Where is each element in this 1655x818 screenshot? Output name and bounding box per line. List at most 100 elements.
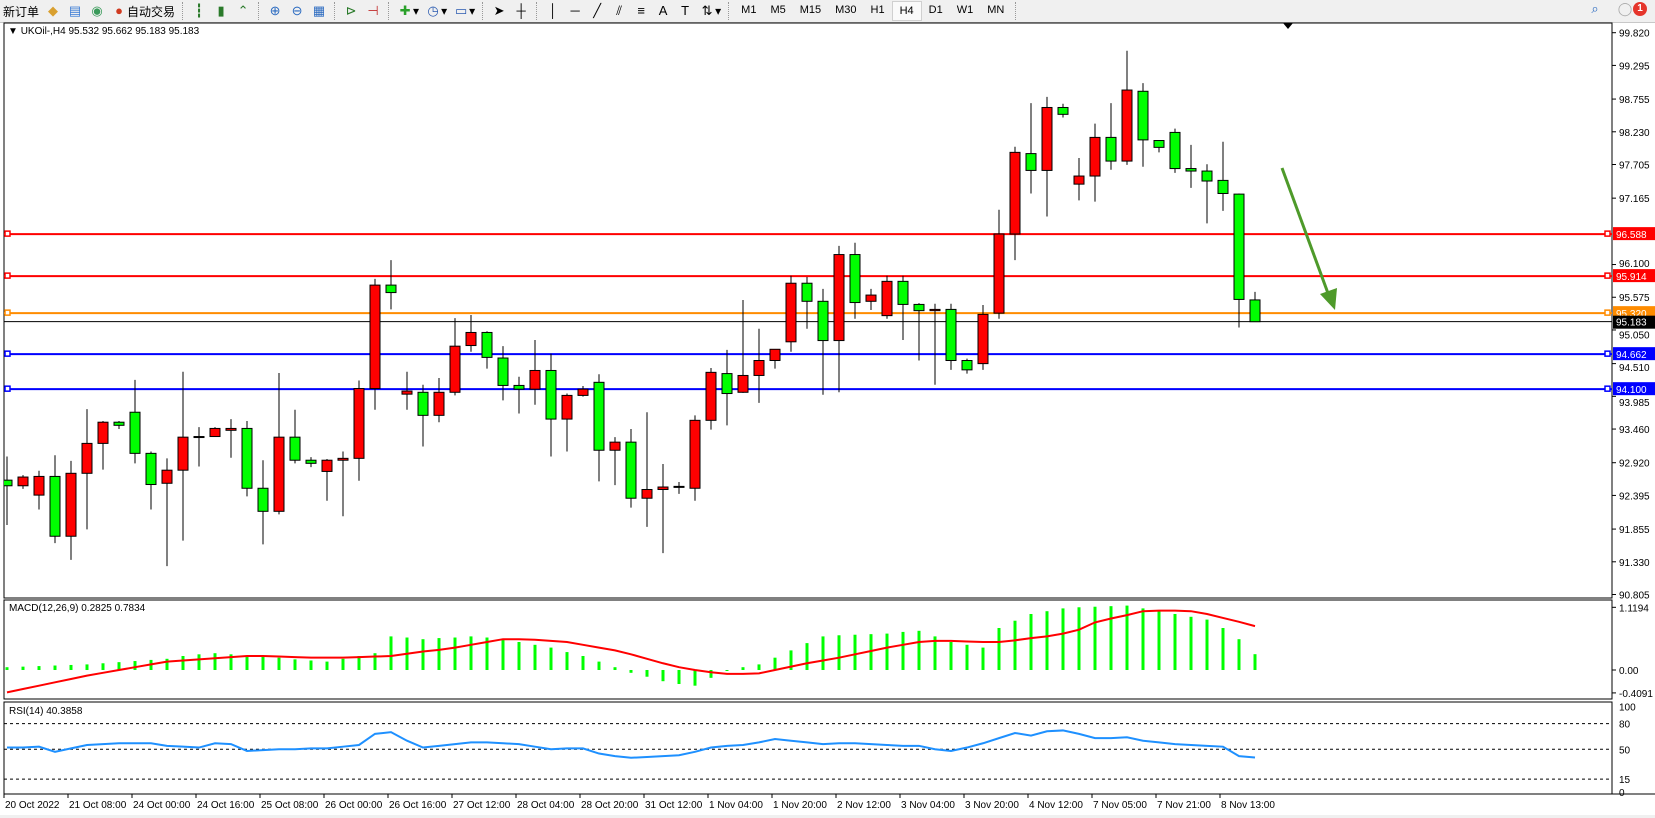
price-line-label: 94.662 bbox=[1616, 350, 1647, 361]
macd-histogram-bar bbox=[789, 650, 793, 670]
candle-body bbox=[241, 427, 253, 489]
auto-trading-button[interactable]: ● 自动交易 bbox=[108, 1, 178, 21]
candle-body bbox=[945, 308, 957, 362]
trendline-icon: ╱ bbox=[593, 3, 602, 18]
zoom-in-button[interactable]: ⊕ bbox=[264, 1, 286, 21]
chart-shift-button[interactable]: ⊳ bbox=[340, 1, 362, 21]
bid-price-label: 95.183 bbox=[1616, 318, 1647, 329]
timeframe-w1[interactable]: W1 bbox=[956, 4, 974, 16]
tile-windows-button[interactable]: ▦ bbox=[308, 1, 330, 21]
macd-histogram-bar bbox=[1125, 605, 1129, 670]
macd-histogram-bar bbox=[1221, 628, 1225, 670]
chat-bubble-icon: ◯ bbox=[1617, 1, 1633, 16]
indicators-button[interactable]: ✚ ▾ bbox=[394, 1, 422, 21]
zoom-out-button[interactable]: ⊖ bbox=[286, 1, 308, 21]
timeframe-m5[interactable]: M5 bbox=[770, 4, 786, 16]
fibonacci-button[interactable]: ≡ bbox=[630, 1, 652, 21]
macd-histogram-bar bbox=[53, 665, 57, 670]
candle-body bbox=[625, 441, 637, 499]
line-handle-right bbox=[1604, 309, 1611, 316]
candle-body bbox=[785, 282, 797, 343]
macd-histogram-bar bbox=[37, 666, 41, 670]
macd-histogram-bar bbox=[725, 670, 729, 671]
price-pane-frame bbox=[3, 22, 1613, 599]
time-label: 28 Oct 20:00 bbox=[581, 800, 639, 811]
crosshair-icon: ┼ bbox=[516, 3, 526, 18]
macd-histogram-bar bbox=[629, 670, 633, 673]
macd-histogram-bar bbox=[21, 666, 25, 670]
timeframe-h4[interactable]: H4 bbox=[891, 1, 922, 21]
candle-body bbox=[545, 369, 557, 420]
macd-histogram-bar bbox=[229, 654, 233, 670]
templates-icon: ▭ bbox=[454, 3, 468, 18]
toolbar-separator bbox=[482, 2, 484, 20]
candlestick-button[interactable]: ▮ bbox=[210, 1, 232, 21]
macd-histogram-bar bbox=[293, 659, 297, 670]
timeframe-m30[interactable]: M30 bbox=[835, 4, 857, 16]
macd-histogram-bar bbox=[69, 664, 73, 670]
macd-histogram-bar bbox=[197, 654, 201, 670]
candle-body bbox=[337, 457, 349, 461]
timeframe-mn[interactable]: MN bbox=[987, 4, 1005, 16]
collapse-triangle-icon[interactable]: ▼ bbox=[8, 26, 18, 37]
notifications-button[interactable]: ◯ 1 bbox=[1617, 1, 1647, 17]
arrows-icon: ⇅ bbox=[701, 3, 713, 18]
macd-histogram-bar bbox=[757, 664, 761, 670]
timeframe-m1[interactable]: M1 bbox=[741, 4, 757, 16]
autoscroll-button[interactable]: ⊣ bbox=[362, 1, 384, 21]
chart-ohlc: 95.532 95.662 95.183 95.183 bbox=[68, 26, 200, 37]
candle-body bbox=[177, 436, 189, 471]
time-label: 1 Nov 04:00 bbox=[709, 800, 763, 811]
trendline-button[interactable]: ╱ bbox=[586, 1, 608, 21]
cursor-button[interactable]: ➤ bbox=[488, 1, 510, 21]
search-icon[interactable]: ⌕ bbox=[1591, 1, 1599, 16]
templates-button[interactable]: ▭ ▾ bbox=[450, 1, 478, 21]
timeframe-h1[interactable]: H1 bbox=[870, 4, 885, 16]
macd-axis-label: 1.1194 bbox=[1619, 603, 1649, 614]
macd-histogram-bar bbox=[261, 656, 265, 670]
text-label-button[interactable]: T bbox=[674, 1, 696, 21]
bar-chart-button[interactable]: ┇ bbox=[188, 1, 210, 21]
new-order-label: 新订单 bbox=[3, 4, 40, 19]
vertical-line-button[interactable]: │ bbox=[542, 1, 564, 21]
price-tick-label: 91.855 bbox=[1619, 525, 1650, 536]
macd-histogram-bar bbox=[501, 639, 505, 670]
timeframe-d1[interactable]: D1 bbox=[928, 4, 943, 16]
candle-body bbox=[305, 459, 317, 464]
toolbar-separator bbox=[1015, 2, 1017, 20]
time-label: 1 Nov 20:00 bbox=[773, 800, 827, 811]
candle-body bbox=[289, 436, 301, 461]
zoom-in-icon: ⊕ bbox=[269, 3, 281, 18]
candle-body bbox=[417, 391, 429, 416]
autoscroll-icon: ⊣ bbox=[367, 3, 379, 18]
zoom-out-icon: ⊖ bbox=[291, 3, 303, 18]
macd-histogram-bar bbox=[357, 656, 361, 670]
price-line-label: 94.100 bbox=[1616, 385, 1647, 396]
macd-histogram-bar bbox=[1253, 654, 1257, 670]
market-watch-button[interactable]: ◆ bbox=[42, 1, 64, 21]
candle-body bbox=[513, 384, 525, 390]
macd-histogram-bar bbox=[1045, 611, 1049, 670]
equidistant-channel-button[interactable]: ⫽ bbox=[608, 1, 630, 21]
candle-body bbox=[1169, 131, 1181, 170]
data-window-button[interactable]: ▤ bbox=[64, 1, 86, 21]
text-icon: A bbox=[658, 3, 668, 18]
text-button[interactable]: A bbox=[652, 1, 674, 21]
crosshair-button[interactable]: ┼ bbox=[510, 1, 532, 21]
line-handle-left bbox=[4, 385, 11, 392]
timeframe-m15[interactable]: M15 bbox=[799, 4, 822, 16]
macd-histogram-bar bbox=[133, 661, 137, 670]
signals-button[interactable]: ◉ bbox=[86, 1, 108, 21]
candle-body bbox=[193, 436, 205, 439]
time-label: 24 Oct 00:00 bbox=[133, 800, 191, 811]
periods-button[interactable]: ◷ ▾ bbox=[422, 1, 450, 21]
line-chart-button[interactable]: ⌃ bbox=[232, 1, 254, 21]
arrows-button[interactable]: ⇅ ▾ bbox=[696, 1, 724, 21]
chart-window[interactable] bbox=[0, 23, 1655, 815]
candle-body bbox=[401, 390, 413, 395]
new-order-button[interactable]: 新订单 bbox=[0, 1, 42, 21]
trend-arrow-shaft bbox=[1280, 167, 1331, 297]
horizontal-line-button[interactable]: ─ bbox=[564, 1, 586, 21]
candle-body bbox=[721, 373, 733, 395]
